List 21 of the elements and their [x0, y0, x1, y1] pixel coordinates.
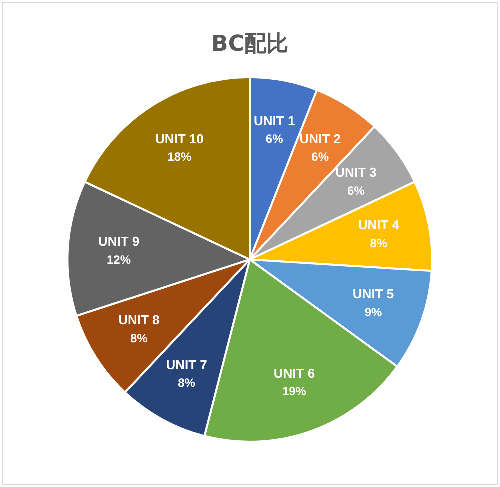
chart-title: BC配比 [212, 32, 288, 57]
data-label: 18% [168, 150, 192, 164]
slice-label: UNIT 8 [118, 312, 160, 328]
slice-label: UNIT 3 [336, 165, 377, 180]
data-label: 9% [364, 305, 382, 320]
slice-label: UNIT 10 [155, 131, 204, 146]
data-label: 19% [282, 384, 307, 399]
slice-label: UNIT 1 [254, 113, 296, 128]
slice-label: UNIT 9 [98, 234, 140, 250]
data-label: 8% [178, 376, 196, 390]
slice-label: UNIT 2 [300, 131, 341, 146]
data-label: 6% [312, 150, 330, 164]
slice-label: UNIT 6 [274, 366, 316, 381]
data-label: 8% [370, 236, 388, 250]
slice-label: UNIT 7 [166, 357, 208, 372]
data-label: 12% [106, 252, 132, 267]
data-label: 8% [130, 331, 148, 346]
data-label: 6% [266, 132, 284, 146]
slice-label: UNIT 5 [352, 286, 394, 302]
data-label: 6% [348, 184, 366, 198]
slice-label: UNIT 4 [358, 218, 400, 233]
